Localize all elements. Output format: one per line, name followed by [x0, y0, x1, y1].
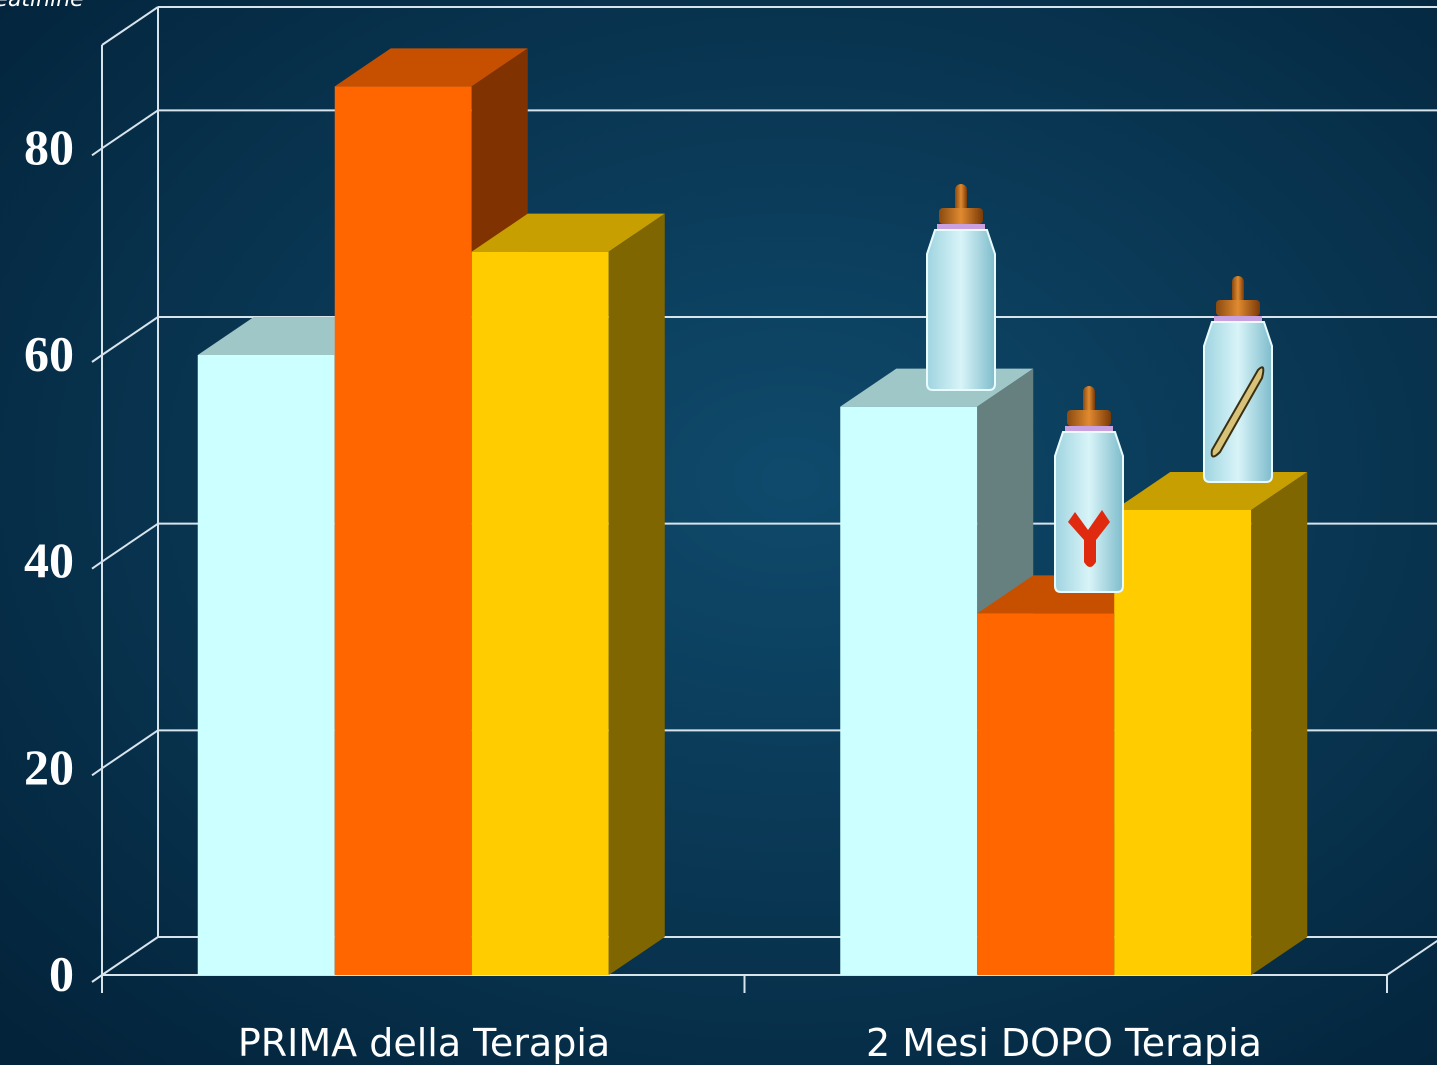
y-tick-label: 60 [24, 325, 74, 381]
bar-side [608, 213, 665, 975]
tick-mark [91, 560, 103, 570]
grid-line [101, 729, 159, 770]
bar-top [471, 213, 665, 252]
bar-side [1251, 472, 1308, 975]
bar [1114, 510, 1252, 975]
decoration [926, 183, 1273, 593]
y-tick-label: 40 [24, 532, 74, 588]
grid-line [101, 316, 159, 356]
chart-title: Creatinine [0, 0, 84, 12]
grid-line [101, 109, 159, 150]
bar [334, 86, 472, 976]
bar [977, 613, 1115, 975]
tick-mark [91, 147, 103, 157]
tick-mark [91, 767, 103, 777]
axis-line [101, 6, 159, 46]
plot: 0 20 40 60 80 [24, 6, 1437, 1001]
tick-mark [91, 974, 103, 983]
y-tick-label: 0 [49, 945, 74, 1001]
bar [471, 251, 609, 975]
y-tick-label: 20 [24, 739, 74, 795]
x-tick-label: PRIMA della Terapia [238, 1021, 610, 1065]
bar-top [334, 48, 528, 87]
bar [197, 355, 335, 975]
grid-line [101, 522, 159, 563]
y-tick-label: 80 [24, 119, 74, 175]
tick-mark [91, 354, 103, 363]
bar [840, 406, 978, 976]
axis-line [1386, 939, 1437, 976]
x-tick-label: 2 Mesi DOPO Terapia [866, 1021, 1262, 1065]
grid-line [101, 936, 159, 976]
